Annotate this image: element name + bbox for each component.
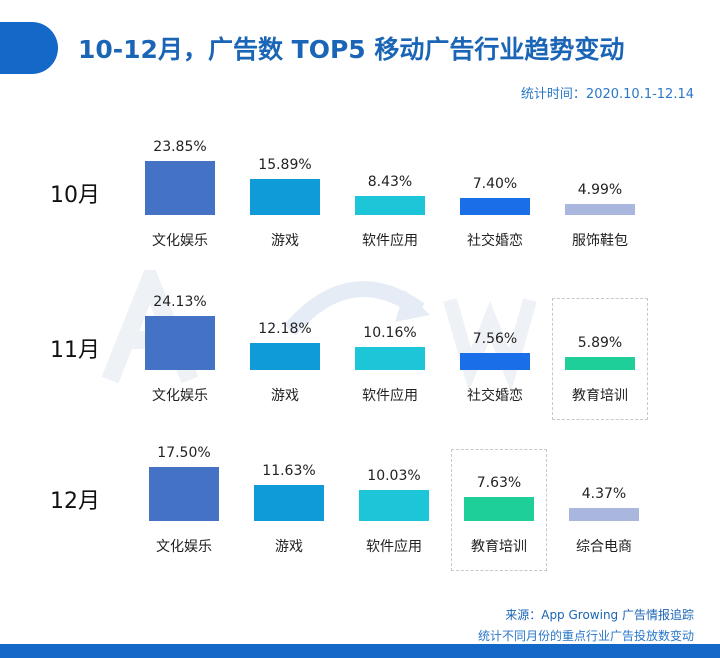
category-label: 游戏 <box>271 233 299 249</box>
month-label: 12月 <box>50 489 100 514</box>
data-label: 24.13% <box>153 294 207 310</box>
stat-period: 统计时间：2020.10.1-12.14 <box>520 87 694 102</box>
data-label: 10.03% <box>367 468 421 485</box>
data-label: 7.63% <box>476 475 522 492</box>
bar <box>464 497 534 521</box>
category-label: 软件应用 <box>366 539 422 555</box>
data-label: 11.63% <box>262 463 316 480</box>
highlight-box <box>552 298 648 420</box>
bar <box>359 490 429 521</box>
page-title: 10-12月，广告数 TOP5 移动广告行业趋势变动 <box>78 35 625 64</box>
highlight-box <box>451 449 547 571</box>
note-text: 统计不同月份的重点行业广告投放数变动 <box>477 629 694 643</box>
bar <box>460 198 530 215</box>
category-label: 综合电商 <box>576 539 632 555</box>
data-label: 15.89% <box>258 157 312 174</box>
bar <box>569 507 639 521</box>
data-label: 5.89% <box>577 334 623 351</box>
data-label: 17.50% <box>157 445 211 461</box>
data-label: 4.37% <box>581 485 627 502</box>
category-label: 教育培训 <box>572 388 628 404</box>
bar <box>145 161 215 215</box>
source-text: 来源：App Growing 广告情报追踪 <box>505 608 694 622</box>
category-label: 服饰鞋包 <box>572 233 628 249</box>
category-label: 游戏 <box>271 388 299 404</box>
data-label: 7.56% <box>472 331 518 348</box>
bar <box>250 179 320 215</box>
category-label: 教育培训 <box>471 539 527 555</box>
category-label: 社交婚恋 <box>467 233 523 249</box>
footer-bar <box>0 644 720 658</box>
data-label: 10.16% <box>363 325 417 342</box>
category-label: 游戏 <box>275 539 303 555</box>
data-label: 12.18% <box>258 320 312 337</box>
data-label: 23.85% <box>153 139 207 155</box>
data-label: 4.99% <box>577 181 623 198</box>
category-label: 软件应用 <box>362 388 418 404</box>
data-label: 8.43% <box>367 173 413 190</box>
category-label: 文化娱乐 <box>156 539 212 555</box>
category-label: 文化娱乐 <box>152 233 208 249</box>
category-label: 文化娱乐 <box>152 388 208 404</box>
title-tab-decoration <box>0 22 58 74</box>
month-label: 10月 <box>50 183 100 208</box>
bar <box>254 485 324 521</box>
category-label: 软件应用 <box>362 233 418 249</box>
bar <box>250 342 320 370</box>
bar <box>565 203 635 215</box>
data-label: 7.40% <box>472 176 518 193</box>
bar <box>460 353 530 370</box>
month-label: 11月 <box>50 338 100 363</box>
bar <box>355 195 425 215</box>
bar <box>565 356 635 370</box>
bar <box>355 347 425 370</box>
bar <box>145 316 215 370</box>
bar <box>149 467 219 521</box>
category-label: 社交婚恋 <box>467 388 523 404</box>
